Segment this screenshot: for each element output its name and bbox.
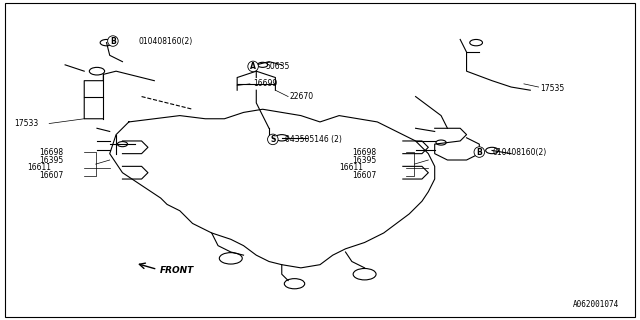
Text: 17535: 17535 bbox=[540, 84, 564, 93]
Text: 16395: 16395 bbox=[40, 156, 64, 164]
Text: A: A bbox=[250, 62, 256, 71]
Text: 010408160(2): 010408160(2) bbox=[492, 148, 547, 156]
Text: B: B bbox=[110, 36, 116, 45]
Text: 16607: 16607 bbox=[40, 172, 64, 180]
Text: 010408160(2): 010408160(2) bbox=[138, 36, 193, 45]
Text: A062001074: A062001074 bbox=[573, 300, 620, 309]
Text: 043505146 (2): 043505146 (2) bbox=[285, 135, 342, 144]
Text: S: S bbox=[270, 135, 276, 144]
Text: 22670: 22670 bbox=[289, 92, 314, 101]
Text: 50635: 50635 bbox=[266, 62, 290, 71]
Text: 16607: 16607 bbox=[352, 172, 376, 180]
Text: 16698: 16698 bbox=[352, 148, 376, 156]
Text: 16698: 16698 bbox=[40, 148, 64, 156]
Text: 17533: 17533 bbox=[14, 119, 38, 128]
Text: 16699: 16699 bbox=[253, 79, 277, 88]
Text: 16611: 16611 bbox=[339, 164, 363, 172]
Text: 16395: 16395 bbox=[352, 156, 376, 164]
Text: 16611: 16611 bbox=[27, 164, 51, 172]
Text: FRONT: FRONT bbox=[159, 266, 194, 275]
Text: B: B bbox=[476, 148, 482, 156]
